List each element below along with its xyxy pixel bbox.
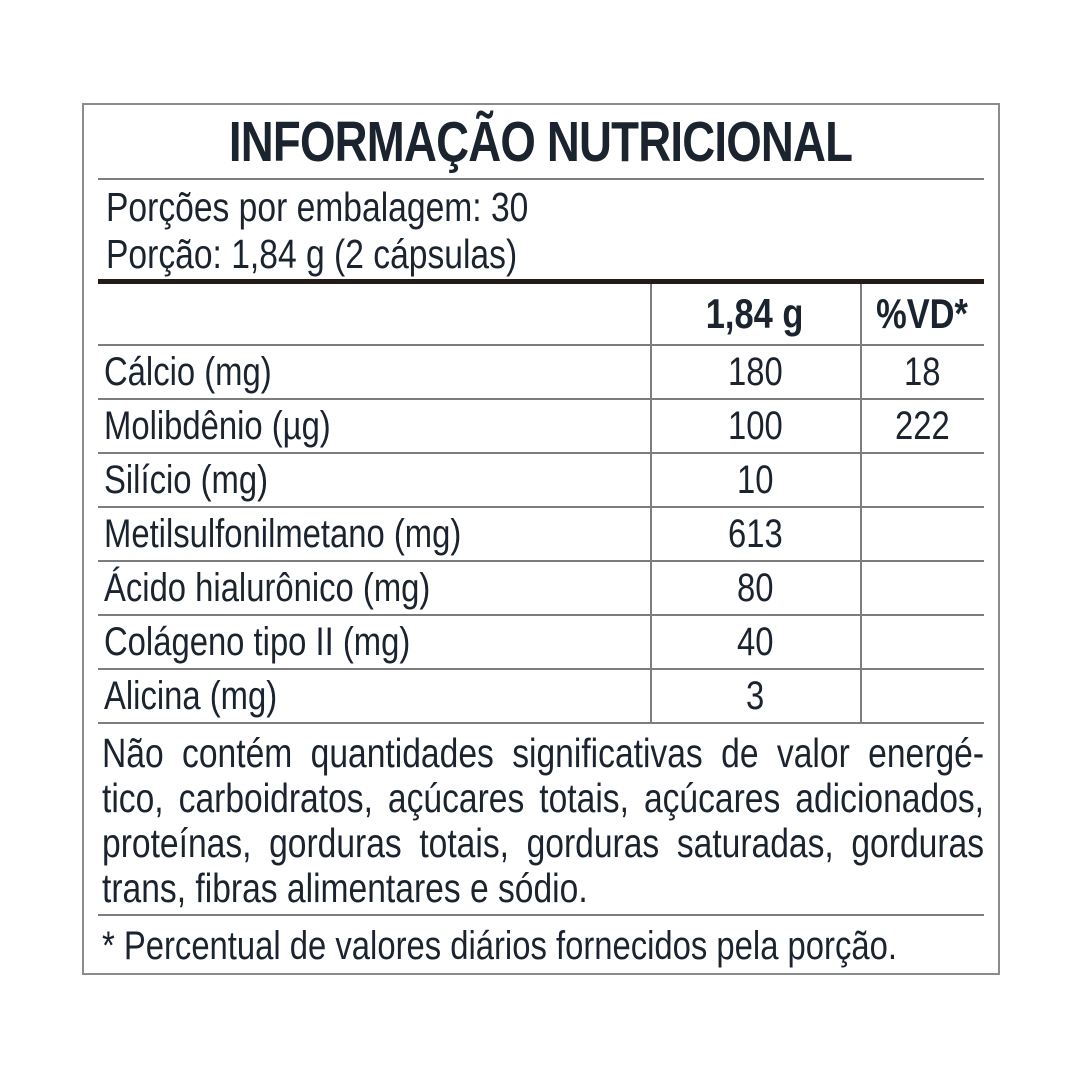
nutrient-name: Ácido hialurônico (mg) bbox=[104, 565, 431, 610]
nutrient-name: Silício (mg) bbox=[104, 457, 269, 502]
nutrient-table: 1,84 g %VD* Cálcio (mg) 180 18 Molibdêni… bbox=[84, 284, 998, 724]
nutrient-name: Alicina (mg) bbox=[104, 673, 278, 718]
header-amount-cell: 1,84 g bbox=[706, 290, 804, 337]
disclaimer-line: proteínas, gorduras totais, gorduras sat… bbox=[102, 820, 984, 866]
nutrient-amount: 80 bbox=[736, 565, 774, 610]
footnote-section: * Percentual de valores diários fornecid… bbox=[84, 916, 998, 976]
nutrient-amount: 3 bbox=[745, 673, 765, 718]
table-row: Ácido hialurônico (mg) 80 bbox=[84, 562, 998, 616]
nutrient-amount: 40 bbox=[736, 619, 774, 664]
disclaimer-section: Não contém quantidades significativas de… bbox=[84, 724, 998, 916]
dv-footnote: * Percentual de valores diários fornecid… bbox=[102, 923, 897, 968]
table-header-row: 1,84 g %VD* bbox=[84, 284, 998, 346]
servings-per-package-line: Porções por embalagem: 30 bbox=[106, 184, 529, 230]
nutrition-facts-panel: INFORMAÇÃO NUTRICIONAL Porções por embal… bbox=[82, 103, 1000, 975]
nutrient-amount: 100 bbox=[727, 403, 783, 448]
nutrient-name: Metilsulfonilmetano (mg) bbox=[104, 511, 462, 556]
table-row: Cálcio (mg) 180 18 bbox=[84, 346, 998, 400]
title-section: INFORMAÇÃO NUTRICIONAL bbox=[84, 105, 998, 180]
nutrient-amount: 180 bbox=[727, 349, 783, 394]
header-dv-cell: %VD* bbox=[876, 290, 968, 337]
disclaimer-line: trans, fibras alimentares e sódio. bbox=[102, 865, 588, 911]
disclaimer-line: Não contém quantidades significativas de… bbox=[102, 731, 984, 776]
nutrient-dv: 222 bbox=[894, 403, 950, 448]
portion-size-line: Porção: 1,84 g (2 cápsulas) bbox=[106, 231, 518, 277]
table-row: Alicina (mg) 3 bbox=[84, 670, 998, 724]
table-row: Colágeno tipo II (mg) 40 bbox=[84, 616, 998, 670]
table-row: Molibdênio (µg) 100 222 bbox=[84, 400, 998, 454]
table-row: Metilsulfonilmetano (mg) 613 bbox=[84, 508, 998, 562]
column-divider-dv bbox=[860, 284, 862, 724]
nutrient-dv: 18 bbox=[903, 349, 941, 394]
disclaimer-line: tico, carboidratos, açúcares totais, açú… bbox=[102, 775, 984, 821]
nutrient-name: Colágeno tipo II (mg) bbox=[104, 619, 411, 664]
serving-info-section: Porções por embalagem: 30 Porção: 1,84 g… bbox=[84, 180, 998, 284]
column-divider-amount bbox=[650, 284, 652, 724]
nutrient-name: Cálcio (mg) bbox=[104, 349, 272, 394]
nutrient-amount: 10 bbox=[736, 457, 774, 502]
nutrient-name: Molibdênio (µg) bbox=[104, 403, 331, 448]
nutrient-amount: 613 bbox=[727, 511, 783, 556]
panel-title: INFORMAÇÃO NUTRICIONAL bbox=[229, 109, 853, 174]
table-row: Silício (mg) 10 bbox=[84, 454, 998, 508]
